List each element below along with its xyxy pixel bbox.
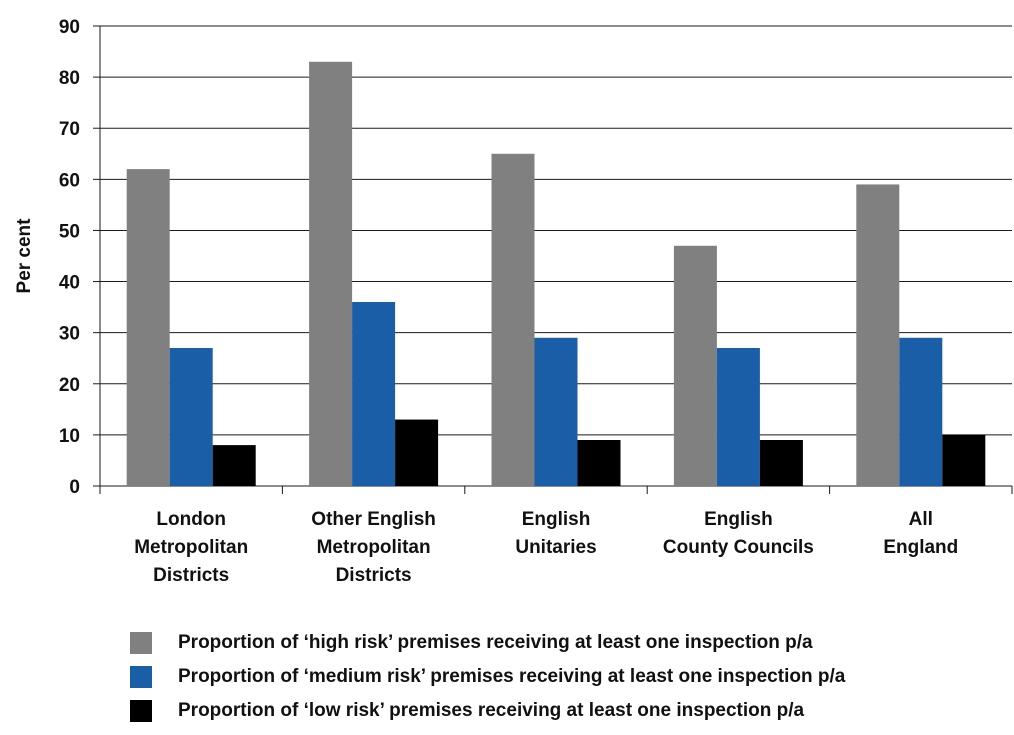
- y-tick-label: 60: [59, 170, 80, 191]
- bar: [126, 169, 170, 486]
- bar: [716, 348, 760, 486]
- bar: [309, 61, 353, 487]
- bar: [673, 245, 717, 486]
- bar: [491, 153, 535, 486]
- bar: [759, 440, 803, 486]
- bar: [534, 337, 578, 486]
- bar: [942, 434, 986, 486]
- y-tick-label: 10: [59, 426, 80, 447]
- bar: [352, 302, 396, 486]
- bar: [856, 184, 900, 486]
- bar: [577, 440, 621, 486]
- y-tick-label: 90: [59, 17, 80, 38]
- x-category-label: London: [156, 509, 226, 530]
- bar: [169, 348, 213, 486]
- x-category-label: English: [522, 509, 591, 530]
- legend-item-medium-risk: Proportion of ‘medium risk’ premises rec…: [130, 660, 1000, 694]
- chart: 0 10 20 30 40 50 60 70 80 90 Per cent London Metropo…: [14, 17, 1013, 586]
- legend-label-medium-risk: Proportion of ‘medium risk’ premises rec…: [178, 666, 846, 687]
- legend-swatch-low-risk: [130, 700, 152, 722]
- legend-item-low-risk: Proportion of ‘low risk’ premises receiv…: [130, 694, 1000, 728]
- legend-label-low-risk: Proportion of ‘low risk’ premises receiv…: [178, 700, 805, 721]
- x-category-label: England: [883, 537, 958, 558]
- x-category-label: Districts: [336, 565, 412, 586]
- y-axis-label: Per cent: [14, 218, 35, 294]
- bar-chart-svg: 0 10 20 30 40 50 60 70 80 90 Per cent London Metropo…: [14, 17, 1013, 586]
- legend-swatch-medium-risk: [130, 666, 152, 688]
- y-tick-label: 0: [69, 477, 80, 498]
- y-tick-label: 70: [59, 119, 80, 140]
- x-category-label: Unitaries: [515, 537, 596, 558]
- y-tick-label: 50: [59, 221, 80, 242]
- y-tick-label: 30: [59, 324, 80, 345]
- x-category-label: All: [909, 509, 933, 530]
- x-category-label: Districts: [153, 565, 229, 586]
- x-category-label: Metropolitan: [317, 537, 431, 558]
- y-tick-label: 20: [59, 375, 80, 396]
- bar: [212, 445, 256, 486]
- x-category-label: English: [704, 509, 773, 530]
- legend: Proportion of ‘high risk’ premises recei…: [130, 626, 1000, 728]
- bar: [395, 419, 439, 486]
- y-tick-label: 40: [59, 273, 80, 294]
- y-tick-label: 80: [59, 68, 80, 89]
- x-category-label: Other English: [311, 509, 436, 530]
- legend-item-high-risk: Proportion of ‘high risk’ premises recei…: [130, 626, 1000, 660]
- legend-label-high-risk: Proportion of ‘high risk’ premises recei…: [178, 632, 813, 653]
- x-category-label: Metropolitan: [134, 537, 248, 558]
- x-category-label: County Councils: [663, 537, 814, 558]
- legend-swatch-high-risk: [130, 632, 152, 654]
- bar: [899, 337, 943, 486]
